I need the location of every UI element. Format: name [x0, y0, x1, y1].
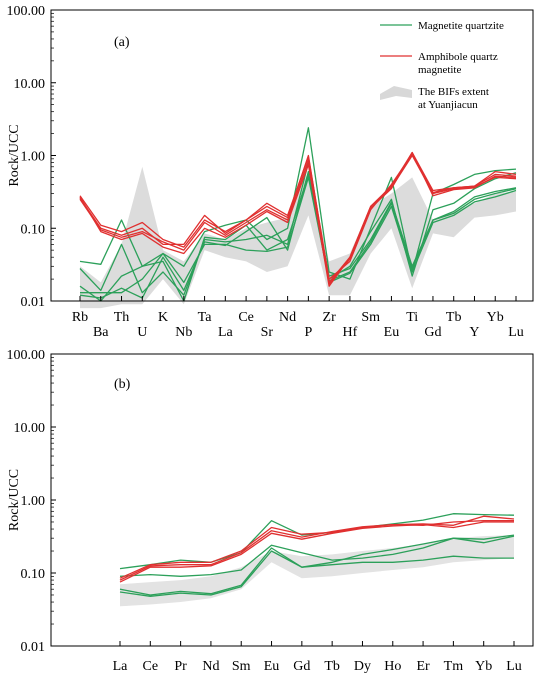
y-tick-label: 10.00: [14, 77, 46, 92]
x-tick-label-yb: Yb: [487, 310, 504, 325]
x-tick-label-eu: Eu: [384, 325, 400, 340]
legend-swatch-bifs-extent: [380, 86, 412, 100]
x-tick-label-tb: Tb: [446, 310, 462, 325]
y-tick-label: 100.00: [7, 348, 46, 363]
x-tick-label-nd: Nd: [279, 310, 296, 325]
x-tick-label-k: K: [158, 310, 168, 325]
legend: Magnetite quartzite Amphibole quartz magne…: [380, 20, 504, 111]
series-line-amphibole-quartz-magnetite-9: [79, 154, 517, 287]
x-tick-label-ta: Ta: [198, 310, 213, 325]
y-tick-label: 1.00: [21, 494, 46, 509]
y-axis-label: Rock/UCC: [7, 124, 22, 186]
x-tick-label-nb: Nb: [175, 325, 192, 340]
y-tick-label: 10.00: [14, 421, 46, 436]
y-tick-label: 0.01: [21, 295, 46, 310]
legend-label-amphibole-quartz-magnetite: Amphibole quartz magnetite: [418, 51, 498, 76]
x-tick-label-ho: Ho: [384, 659, 401, 674]
series-line-magnetite-quartzite-2: [119, 534, 515, 577]
x-tick-label-la: La: [218, 325, 234, 340]
x-tick-label-rb: Rb: [72, 310, 88, 325]
x-tick-label-zr: Zr: [323, 310, 337, 325]
x-tick-label-sr: Sr: [261, 325, 274, 340]
x-tick-label-eu: Eu: [264, 659, 280, 674]
series-line-magnetite-quartzite-4: [79, 170, 517, 299]
x-tick-label-dy: Dy: [354, 659, 371, 674]
x-tick-label-pr: Pr: [174, 659, 187, 674]
panel-a: 0.01 0.10 1.00 10.00 100.00 Rb Ba Th UK Nb Ta La Ce S…: [7, 4, 534, 340]
y-tick-label: 100.00: [7, 4, 46, 19]
panel-label: (b): [114, 377, 131, 392]
y-tick-label: 0.10: [21, 567, 46, 582]
x-tick-label-gd: Gd: [424, 325, 441, 340]
x-tick-label-hf: Hf: [343, 325, 358, 340]
y-tick-label: 0.01: [21, 640, 46, 655]
x-tick-label-sm: Sm: [361, 310, 380, 325]
x-tick-label-y: Y: [469, 325, 479, 340]
legend-label-bifs-extent: The BIFs extent at Yuanjiacun: [418, 86, 489, 111]
series-line-magnetite-quartzite-5: [79, 173, 517, 302]
x-tick-label-yb: Yb: [475, 659, 492, 674]
x-tick-label-p: P: [304, 325, 312, 340]
x-tick-label-ce: Ce: [238, 310, 254, 325]
x-tick-label-ce: Ce: [143, 659, 159, 674]
panel-label: (a): [114, 35, 130, 50]
x-tick-label-ba: Ba: [93, 325, 109, 340]
bifs-extent-band: [120, 535, 514, 607]
x-tick-label-lu: Lu: [506, 659, 522, 674]
x-tick-label-nd: Nd: [202, 659, 219, 674]
y-tick-label: 1.00: [21, 150, 46, 165]
series-line-magnetite-quartzite-4: [119, 550, 514, 597]
x-tick-label-th: Th: [114, 310, 130, 325]
x-tick-label-lu: Lu: [508, 325, 524, 340]
x-tick-label-u: U: [137, 325, 147, 340]
x-tick-label-er: Er: [416, 659, 430, 674]
x-tick-label-sm: Sm: [232, 659, 251, 674]
x-tick-label-ti: Ti: [406, 310, 418, 325]
panel-b: 0.01 0.10 1.00 10.00 100.00 La Ce Pr Nd Sm Eu Gd Tb D…: [7, 348, 534, 674]
series-line-magnetite-quartzite-2: [79, 161, 517, 296]
legend-label-magnetite-quartzite: Magnetite quartzite: [418, 20, 504, 32]
series-line-amphibole-quartz-magnetite-6: [119, 515, 515, 581]
series-line-amphibole-quartz-magnetite-7: [119, 521, 514, 583]
x-tick-label-tm: Tm: [444, 659, 464, 674]
series-line-amphibole-quartz-magnetite-5: [119, 520, 514, 579]
series-line-amphibole-quartz-magnetite-8: [79, 151, 517, 285]
y-axis-label: Rock/UCC: [7, 469, 22, 531]
x-tick-label-la: La: [113, 659, 129, 674]
series-line-magnetite-quartzite-3: [119, 535, 515, 596]
x-tick-label-tb: Tb: [324, 659, 340, 674]
x-tick-label-gd: Gd: [293, 659, 310, 674]
y-tick-label: 0.10: [21, 222, 46, 237]
